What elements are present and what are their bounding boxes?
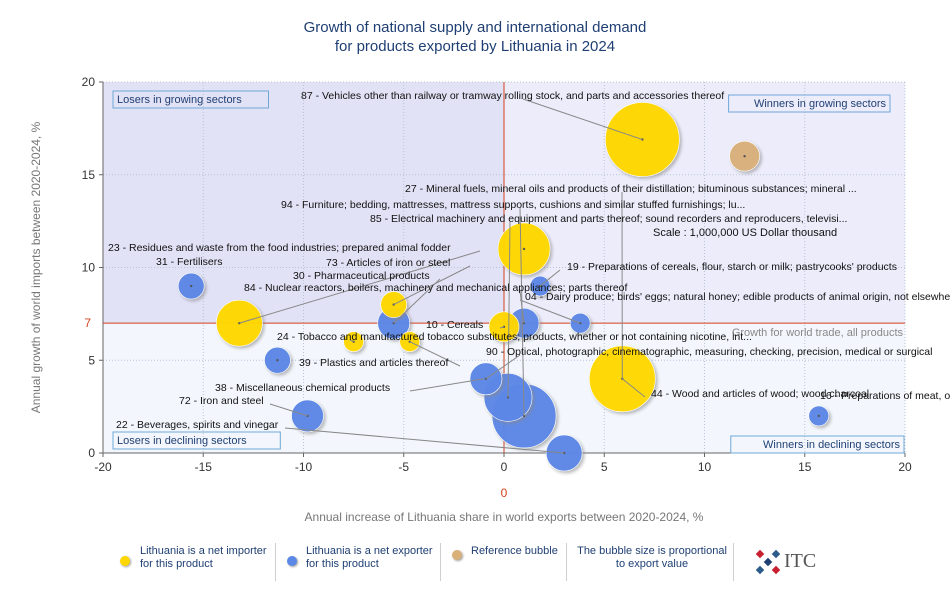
- legend-divider: [566, 543, 567, 581]
- label-leader-line: [522, 98, 643, 140]
- x-reference-label: 0: [501, 486, 508, 500]
- legend-importer-swatch: [120, 556, 130, 566]
- label-leader-line: [499, 326, 505, 329]
- legend-exporter: Lithuania is a net exporter for this pro…: [306, 545, 433, 571]
- x-tick-label: -15: [195, 460, 213, 474]
- bubble-label: 94 - Furniture; bedding, mattresses, mat…: [281, 199, 745, 211]
- bubble-center-dot: [743, 155, 746, 158]
- bubble-label: 24 - Tobacco and manufactured tobacco su…: [277, 331, 752, 343]
- chart-title-line1: Growth of national supply and internatio…: [303, 19, 647, 36]
- x-tick-label: 10: [698, 460, 712, 474]
- scale-label: Scale : 1,000,000 US Dollar thousand: [653, 227, 837, 239]
- label-leader-line: [621, 378, 646, 398]
- quadrant-label-winners-declining-box: [730, 435, 905, 454]
- x-tick-label: -5: [398, 460, 409, 474]
- legend-size-note: The bubble size is proportional to expor…: [572, 545, 732, 571]
- bubble-label: 31 - Fertilisers: [156, 256, 223, 268]
- bubble-label: 90 - Optical, photographic, cinematograp…: [486, 346, 932, 358]
- legend-importer: Lithuania is a net importer for this pro…: [140, 545, 267, 571]
- itc-logo: ITC: [754, 548, 824, 578]
- quadrant-label-winners-growing-box: [728, 94, 891, 113]
- y-reference-label: 7: [84, 316, 91, 330]
- bubble-label: 10 - Cereals: [426, 319, 483, 331]
- label-leader-line: [349, 339, 354, 343]
- x-tick-label: 15: [798, 460, 812, 474]
- quadrant-label-losers-growing-text: Losers in growing sectors: [117, 94, 242, 106]
- legend-reference: Reference bubble: [471, 545, 558, 557]
- x-tick-label: 5: [601, 460, 608, 474]
- bubble-label: 19 - Preparations of cereals, flour, sta…: [567, 261, 897, 273]
- bubble-label: 72 - Iron and steel: [179, 395, 264, 407]
- quadrant-label-losers-growing: Losers in growing sectors: [112, 90, 269, 109]
- bubble-label: 38 - Miscellaneous chemical products: [215, 382, 390, 394]
- quadrant-label-winners-declining: Winners in declining sectors: [730, 435, 905, 454]
- quadrant-label-losers-growing-box: [112, 90, 269, 109]
- x-axis-title: Annual increase of Lithuania share in wo…: [305, 510, 704, 524]
- label-leader-line: [269, 403, 308, 417]
- label-leader-line: [409, 378, 485, 392]
- label-leader-line: [519, 299, 581, 324]
- x-tick-label: -10: [295, 460, 313, 474]
- label-leader-line: [485, 354, 521, 380]
- y-tick-label: 20: [82, 75, 96, 89]
- bubble-center-dot: [522, 247, 526, 251]
- bubble-label: 22 - Beverages, spirits and vinegar: [116, 419, 279, 431]
- bubble-label: 27 - Mineral fuels, mineral oils and pro…: [405, 183, 857, 195]
- label-leader-line: [409, 341, 461, 367]
- quadrant-label-winners-growing-text: Winners in growing sectors: [754, 98, 887, 110]
- bubble-label: 87 - Vehicles other than railway or tram…: [301, 90, 724, 102]
- world-trade-growth-caption: Growth for world trade, all products: [732, 327, 904, 339]
- y-tick-label: 0: [88, 446, 95, 460]
- bubble-center-dot: [190, 284, 193, 288]
- legend-divider: [275, 543, 276, 581]
- label-leader-line: [239, 250, 481, 324]
- bubble-chart: -20 -15 -10 -5 0 5 10 15 20 0 5 10 15 20 0 7 Annual incr…: [29, 75, 950, 524]
- label-leader-line: [519, 290, 525, 324]
- y-tick-label: 15: [82, 168, 96, 182]
- label-leader-line: [539, 269, 561, 287]
- label-leader-line: [284, 427, 565, 454]
- legend-reference-swatch: [452, 550, 462, 560]
- y-tick-label: 5: [88, 353, 95, 367]
- label-leader-line: [519, 207, 525, 416]
- quadrant-label-losers-declining-text: Losers in declining sectors: [117, 435, 247, 447]
- legend-exporter-line1: Lithuania is a net exporter: [306, 545, 433, 557]
- chart-title-line2: for products exported by Lithuania in 20…: [334, 38, 616, 55]
- label-leader-line: [393, 265, 471, 306]
- x-tick-label: 20: [898, 460, 912, 474]
- legend-exporter-line2: for this product: [306, 558, 379, 570]
- x-tick-label: 0: [501, 460, 508, 474]
- legend-importer-line2: for this product: [140, 558, 213, 570]
- bubble-label: 85 - Electrical machinery and equipment …: [370, 213, 847, 225]
- legend-size-line2: to export value: [615, 558, 689, 570]
- bubble-label: 39 - Plastics and articles thereof: [299, 357, 448, 369]
- quadrant-label-losers-declining-box: [112, 431, 281, 450]
- bubble-label: 73 - Articles of iron or steel: [326, 257, 450, 269]
- quadrant-label-winners-growing: Winners in growing sectors: [728, 94, 891, 113]
- bubble-label: 30 - Pharmaceutical products: [293, 270, 430, 282]
- bubble-center-dot: [817, 414, 820, 418]
- legend-divider: [733, 543, 734, 581]
- y-tick-label: 10: [82, 261, 96, 275]
- label-leader-line: [393, 278, 441, 324]
- itc-logo-text: ITC: [784, 550, 817, 572]
- legend-divider: [440, 543, 441, 581]
- quadrant-label-winners-declining-text: Winners in declining sectors: [763, 439, 900, 451]
- bubble-center-dot: [276, 359, 279, 362]
- bubble-label: 44 - Wood and articles of wood; wood cha…: [651, 388, 869, 400]
- bubble-label: 16 - Preparations of meat, of fish: [820, 390, 950, 402]
- bubble-label: 84 - Nuclear reactors, boilers, machiner…: [244, 282, 628, 294]
- legend-importer-line1: Lithuania is a net importer: [140, 545, 267, 557]
- label-leader-line: [507, 221, 511, 398]
- quadrant-label-losers-declining: Losers in declining sectors: [112, 431, 281, 450]
- legend-size-line1: The bubble size is proportional: [577, 545, 727, 557]
- bubble-label: 04 - Dairy produce; birds' eggs; natural…: [525, 291, 950, 303]
- x-tick-label: -20: [94, 460, 112, 474]
- legend-exporter-swatch: [287, 556, 297, 566]
- bubble-label: 23 - Residues and waste from the food in…: [108, 242, 451, 254]
- itc-logo-mark-icon: [755, 549, 781, 575]
- y-axis-title: Annual growth of world imports between 2…: [29, 121, 43, 413]
